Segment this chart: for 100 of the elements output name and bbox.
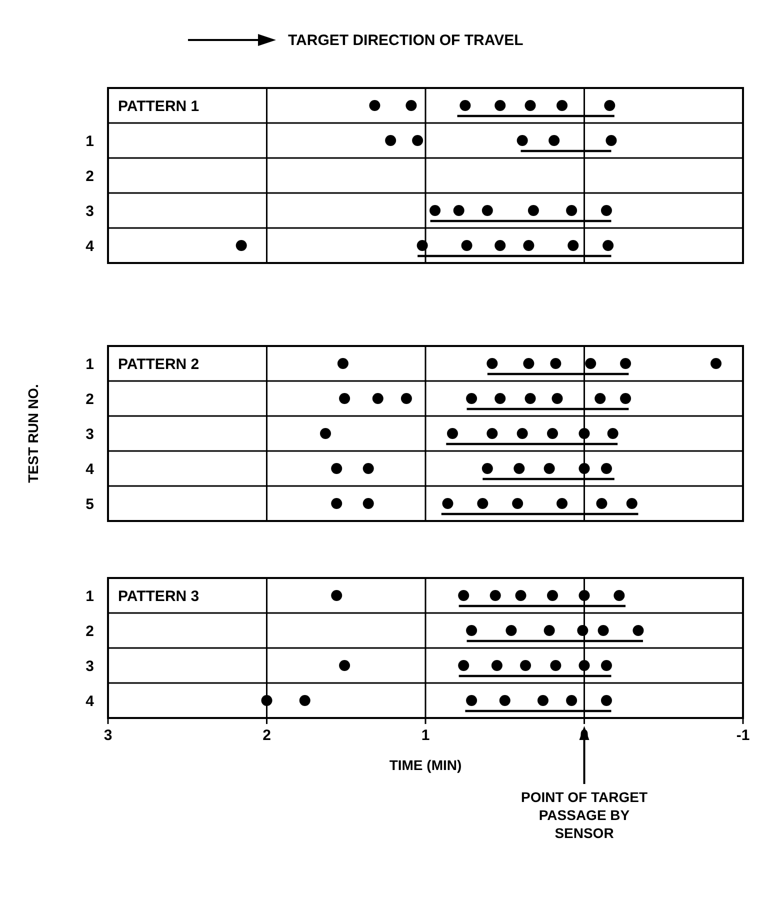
point	[578, 660, 590, 671]
point	[461, 240, 472, 251]
point	[552, 393, 563, 404]
point	[494, 240, 506, 251]
y-tick-label: 4	[86, 460, 95, 478]
point	[486, 358, 498, 369]
point	[578, 463, 590, 474]
y-tick-label: 1	[86, 588, 94, 605]
y-tick-label: 5	[86, 496, 94, 513]
text: TARGET DIRECTION OF TRAVEL	[288, 32, 524, 49]
y-tick-label: 2	[86, 390, 94, 408]
point	[600, 205, 612, 216]
y-tick-label: 3	[86, 202, 94, 220]
point	[331, 590, 342, 601]
point	[339, 393, 350, 404]
point	[412, 135, 424, 146]
point	[494, 393, 506, 404]
point	[494, 100, 506, 111]
y-tick-label: 4	[86, 238, 95, 255]
point	[585, 358, 596, 369]
point	[458, 660, 470, 671]
point	[523, 240, 534, 251]
point	[337, 358, 348, 369]
point	[520, 660, 532, 671]
point	[385, 135, 396, 146]
point	[482, 205, 493, 216]
x-tick-label: 3	[104, 727, 112, 744]
point	[566, 205, 578, 216]
point	[550, 660, 562, 671]
x-tick-label: -1	[736, 727, 750, 744]
point	[458, 590, 470, 601]
point	[362, 463, 374, 474]
point	[607, 428, 618, 439]
point	[598, 625, 609, 636]
point	[331, 463, 342, 474]
point	[515, 590, 526, 601]
point	[477, 498, 488, 509]
point	[320, 428, 331, 439]
point	[606, 135, 617, 146]
point	[604, 100, 616, 111]
point	[339, 660, 350, 671]
point	[594, 393, 606, 404]
point	[466, 393, 478, 404]
x-axis-title: TIME (MIN)	[389, 757, 462, 773]
point	[430, 205, 441, 216]
point	[466, 695, 478, 706]
point	[499, 695, 510, 706]
x-tick-label: 1	[421, 727, 430, 744]
point	[486, 428, 498, 439]
point	[600, 660, 612, 671]
point	[578, 590, 590, 601]
point	[602, 240, 614, 251]
point	[446, 428, 458, 439]
point	[406, 100, 417, 111]
point	[626, 498, 638, 509]
y-tick-label: 3	[86, 658, 94, 675]
point	[620, 358, 632, 369]
point	[460, 100, 471, 111]
y-axis-title: TEST RUN NO.	[25, 384, 41, 483]
point	[512, 498, 524, 509]
point	[466, 625, 478, 636]
point	[556, 100, 568, 111]
point	[490, 590, 501, 601]
point	[632, 625, 644, 636]
point	[236, 240, 247, 251]
point	[548, 135, 560, 146]
y-tick-label: 1	[86, 356, 94, 373]
point	[547, 428, 558, 439]
y-tick-label: 2	[86, 168, 94, 185]
point	[453, 205, 464, 216]
point	[514, 463, 525, 474]
annotation: POINT OF TARGET PASSAGE BY SENSOR	[520, 789, 648, 841]
point	[362, 498, 374, 509]
annotation: PATTERN 2	[118, 356, 200, 373]
point	[596, 498, 608, 509]
point	[524, 393, 536, 404]
point	[600, 695, 612, 706]
point	[566, 695, 578, 706]
annotation: PATTERN 3	[118, 588, 200, 605]
point	[516, 135, 528, 146]
point	[416, 240, 428, 251]
point	[620, 393, 632, 404]
point	[577, 625, 588, 636]
point	[442, 498, 454, 509]
point	[506, 625, 517, 636]
point	[544, 625, 555, 636]
point	[550, 358, 562, 369]
point	[491, 660, 502, 671]
y-tick-label: 4	[86, 692, 95, 710]
point	[516, 428, 528, 439]
point	[524, 100, 536, 111]
point	[568, 240, 579, 251]
point	[556, 498, 568, 509]
point	[710, 358, 722, 369]
point	[372, 393, 384, 404]
annotation: PATTERN 1	[118, 98, 200, 115]
point	[369, 100, 380, 111]
point	[544, 463, 555, 474]
point	[400, 393, 412, 404]
point	[600, 463, 612, 474]
